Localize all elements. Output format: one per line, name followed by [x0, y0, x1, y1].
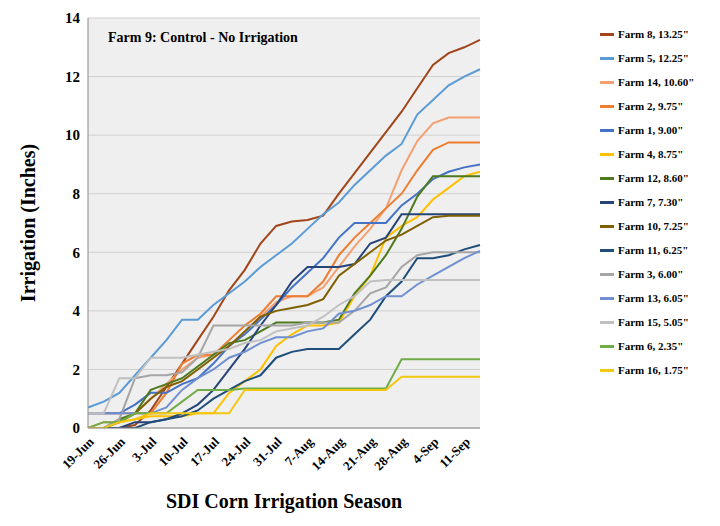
html-text:Farm 13, 6.05": Farm 13, 6.05" — [618, 292, 689, 304]
svg-text:8: 8 — [73, 186, 81, 202]
svg-text:SDI Corn Irrigation Season: SDI Corn Irrigation Season — [166, 490, 402, 513]
svg-text:10: 10 — [65, 127, 80, 143]
svg-text:14: 14 — [65, 10, 81, 26]
svg-text:12: 12 — [65, 69, 80, 85]
svg-text:7-Aug: 7-Aug — [281, 434, 317, 469]
html-text:Farm 14, 10.60": Farm 14, 10.60" — [618, 76, 695, 88]
svg-text:31-Jul: 31-Jul — [250, 434, 285, 469]
html-text:Farm 1, 9.00": Farm 1, 9.00" — [618, 124, 684, 136]
svg-text:10-Jul: 10-Jul — [156, 434, 191, 469]
html-text:Farm 9: Control - No Irrigatio: Farm 9: Control - No Irrigation — [108, 30, 298, 45]
svg-text:2: 2 — [73, 362, 81, 378]
html-text:Farm 5, 12.25": Farm 5, 12.25" — [618, 52, 689, 64]
svg-text:14-Aug: 14-Aug — [308, 434, 348, 474]
svg-text:0: 0 — [73, 420, 81, 436]
svg-text:11-Sep: 11-Sep — [436, 434, 473, 471]
svg-text:26-Jun: 26-Jun — [90, 434, 128, 472]
svg-text:24-Jul: 24-Jul — [218, 434, 253, 469]
svg-text:19-Jun: 19-Jun — [59, 434, 97, 472]
html-text:Farm 10, 7.25": Farm 10, 7.25" — [618, 220, 689, 232]
svg-text:3-Jul: 3-Jul — [129, 434, 160, 465]
svg-text:17-Jul: 17-Jul — [187, 434, 222, 469]
svg-text:Irrigation (Inches): Irrigation (Inches) — [17, 144, 40, 302]
html-text:Farm 15, 5.05": Farm 15, 5.05" — [618, 316, 689, 328]
svg-text:4-Sep: 4-Sep — [409, 434, 442, 467]
html-text:Farm 8, 13.25": Farm 8, 13.25" — [618, 28, 689, 40]
html-text:Farm 11, 6.25": Farm 11, 6.25" — [618, 244, 689, 256]
html-text:Farm 4, 8.75": Farm 4, 8.75" — [618, 148, 684, 160]
html-text:Farm 12, 8.60": Farm 12, 8.60" — [618, 172, 689, 184]
html-text:Farm 6, 2.35": Farm 6, 2.35" — [618, 340, 684, 352]
html-text:Farm 7, 7.30": Farm 7, 7.30" — [618, 196, 684, 208]
svg-text:4: 4 — [73, 303, 81, 319]
svg-text:21-Aug: 21-Aug — [340, 434, 380, 474]
svg-text:28-Aug: 28-Aug — [371, 434, 411, 474]
svg-text:6: 6 — [73, 245, 81, 261]
html-text:Farm 3, 6.00": Farm 3, 6.00" — [618, 268, 684, 280]
html-text:Farm 2, 9.75": Farm 2, 9.75" — [618, 100, 684, 112]
html-text:Farm 16, 1.75": Farm 16, 1.75" — [618, 364, 689, 376]
